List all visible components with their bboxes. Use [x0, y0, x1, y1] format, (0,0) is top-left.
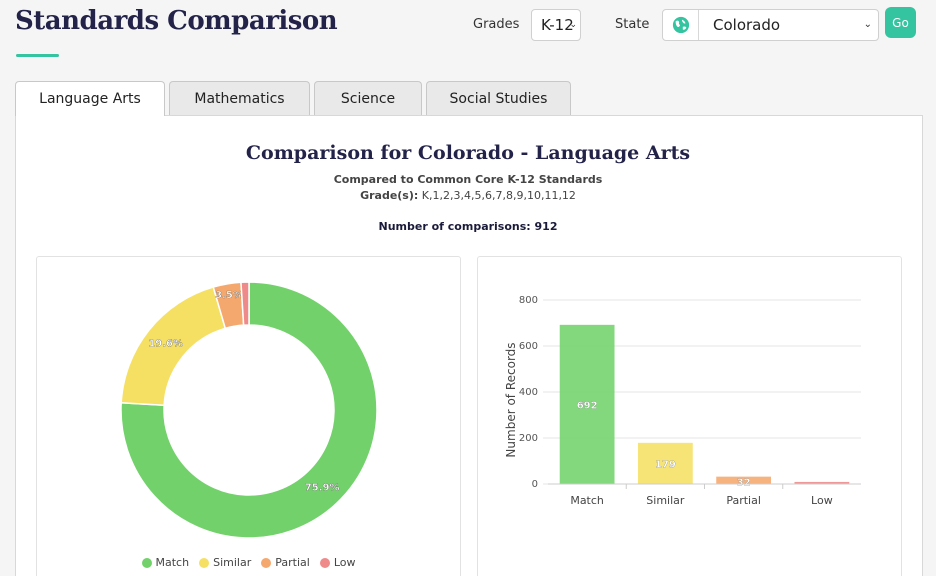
state-label: State [615, 17, 650, 32]
chevron-down-icon: ⌄ [569, 20, 577, 30]
bar-match[interactable] [559, 324, 615, 484]
y-tick-label: 400 [519, 387, 538, 398]
donut-chart: 75.9% 19.6% 3.5% [120, 281, 378, 539]
legend-item-match[interactable]: Match [141, 556, 190, 569]
tab-mathematics[interactable]: Mathematics [169, 81, 310, 115]
grades-line-label: Grade(s): [360, 189, 419, 202]
chevron-down-icon: ⌄ [863, 19, 872, 30]
legend-swatch-match [141, 557, 152, 568]
legend-item-partial[interactable]: Partial [261, 556, 310, 569]
legend-label-low: Low [333, 556, 356, 569]
x-tick-label-similar: Similar [646, 494, 685, 507]
donut-legend: Match Similar Partial Low [36, 556, 461, 569]
legend-item-similar[interactable]: Similar [199, 556, 251, 569]
x-tick-label-partial: Partial [726, 494, 761, 507]
x-tick-label-match: Match [570, 494, 604, 507]
bar-data-label-match: 692 [577, 400, 598, 411]
bar-chart-card: 0 200 400 600 800 Number of Records 692 Match 17… [477, 256, 902, 576]
bar-similar[interactable] [637, 442, 693, 484]
grades-line: Grade(s): K,1,2,3,4,5,6,7,8,9,10,11,12 [0, 189, 936, 202]
title-underline [16, 54, 59, 57]
y-tick-label: 600 [519, 341, 538, 352]
number-of-comparisons: Number of comparisons: 912 [378, 220, 558, 233]
bar-data-label-similar: 179 [655, 459, 676, 470]
bar-partial[interactable] [716, 476, 772, 484]
legend-item-low[interactable]: Low [319, 556, 356, 569]
go-button[interactable]: Go [885, 7, 916, 38]
bar-low[interactable] [794, 481, 850, 484]
tab-science[interactable]: Science [314, 81, 422, 115]
state-select[interactable]: Colorado ⌄ [662, 9, 879, 41]
donut-label-similar: 19.6% [148, 339, 183, 350]
y-tick-label: 200 [519, 433, 538, 444]
globe-icon [663, 10, 699, 40]
legend-label-partial: Partial [275, 556, 310, 569]
grades-line-value: K,1,2,3,4,5,6,7,8,9,10,11,12 [421, 189, 576, 202]
comparison-subtitle: Compared to Common Core K-12 Standards [333, 173, 603, 186]
x-tick-label-low: Low [811, 494, 833, 507]
donut-label-partial: 3.5% [215, 290, 243, 301]
y-axis-label: Number of Records [504, 342, 518, 457]
page-title: Standards Comparison [15, 6, 338, 36]
comparison-title: Comparison for Colorado - Language Arts [245, 142, 691, 164]
grade-select[interactable]: K-12 ⌄ [531, 9, 581, 41]
grades-label: Grades [473, 17, 520, 32]
tab-social-studies[interactable]: Social Studies [426, 81, 571, 115]
grade-select-value: K-12 [541, 16, 574, 34]
donut-chart-card: 75.9% 19.6% 3.5% [36, 256, 461, 576]
y-tick-label: 0 [532, 479, 538, 490]
legend-label-similar: Similar [213, 556, 252, 569]
legend-label-match: Match [155, 556, 190, 569]
legend-swatch-similar [199, 557, 210, 568]
donut-slice-match[interactable] [120, 281, 378, 539]
tab-language-arts[interactable]: Language Arts [15, 81, 165, 116]
legend-swatch-low [319, 557, 330, 568]
donut-label-match: 75.9% [305, 482, 340, 493]
bar-chart: 0 200 400 600 800 Number of Records 692 Match 17… [504, 295, 861, 507]
bar-data-label-partial: 32 [737, 478, 751, 489]
donut-slice-low[interactable] [240, 281, 250, 326]
legend-swatch-partial [261, 557, 272, 568]
state-select-value: Colorado [713, 16, 781, 34]
y-tick-label: 800 [519, 295, 538, 306]
